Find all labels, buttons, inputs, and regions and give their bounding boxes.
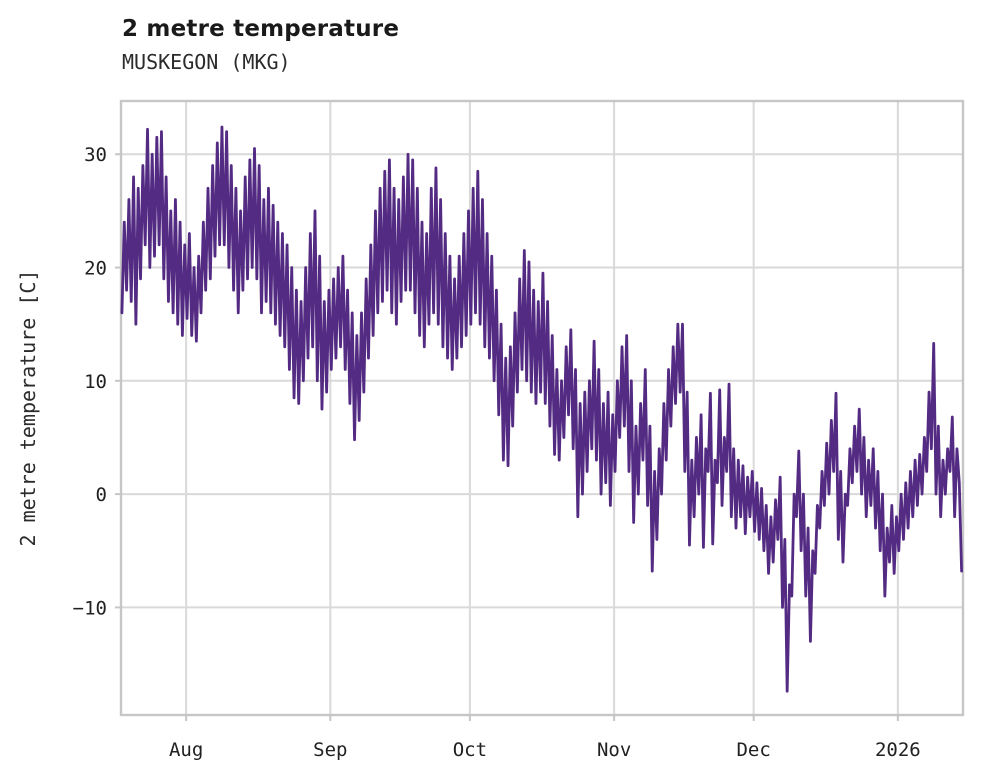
temperature-series-line xyxy=(120,125,963,693)
x-tick-label: Oct xyxy=(453,739,487,761)
y-tick-label: 20 xyxy=(84,258,107,280)
x-tick-label: Nov xyxy=(597,739,631,761)
x-tick-label: Dec xyxy=(736,739,770,761)
x-tick-label: Aug xyxy=(169,739,203,761)
chart-subtitle: MUSKEGON (MKG) xyxy=(122,50,291,74)
y-tick-label: −10 xyxy=(73,597,107,619)
plot-border xyxy=(119,99,965,717)
y-tick-label: 0 xyxy=(96,484,107,506)
x-tick-label: 2026 xyxy=(875,739,921,761)
y-tick-label: 30 xyxy=(84,144,107,166)
x-tick-label: Sep xyxy=(313,739,347,761)
chart-title: 2 metre temperature xyxy=(122,16,400,42)
y-tick-label: 10 xyxy=(84,371,107,393)
